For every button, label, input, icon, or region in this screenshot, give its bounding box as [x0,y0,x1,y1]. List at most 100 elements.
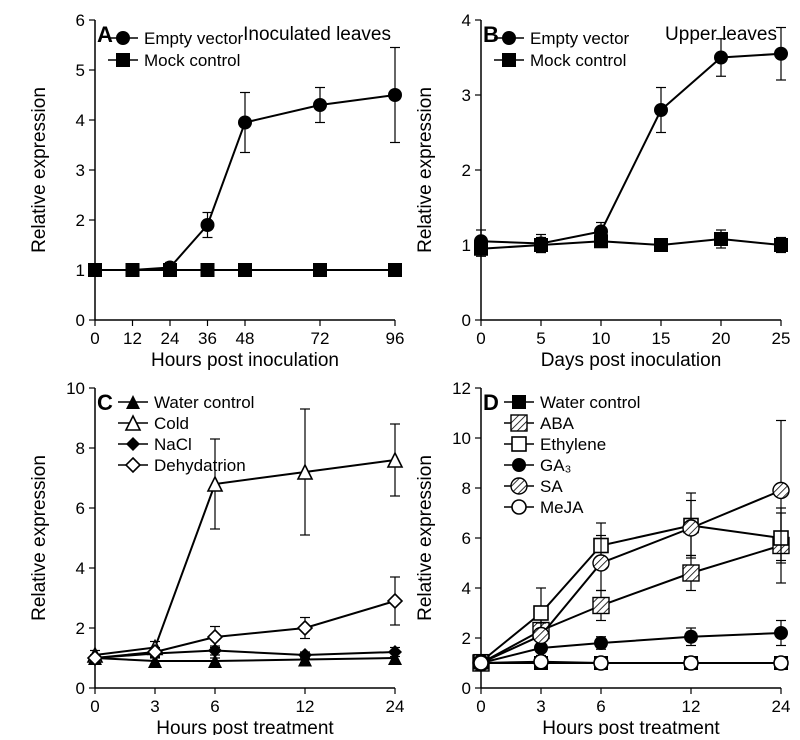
legend-label: Dehydatrion [154,456,246,475]
svg-text:Relative expression: Relative expression [29,87,50,253]
marker-circle-filled [714,51,728,65]
marker-square-filled [116,53,130,67]
marker-square-hatch [511,415,527,431]
svg-text:6: 6 [210,697,219,716]
legend-label: Water control [154,393,254,412]
panel-B: 012340510152025Days post inoculationRela… [415,11,790,371]
marker-circle-filled [684,630,698,644]
svg-text:Days post inoculation: Days post inoculation [541,350,722,371]
legend-label: MeJA [540,498,584,517]
series-empty-vector [88,48,402,278]
svg-text:5: 5 [536,329,545,348]
marker-circle-filled [594,636,608,650]
figure-svg: 01234560122436487296Hours post inoculati… [0,0,800,735]
marker-square-filled [126,263,140,277]
svg-text:C: C [97,390,113,415]
marker-circle-filled [388,88,402,102]
svg-text:Hours post treatment: Hours post treatment [156,718,334,735]
marker-circle-filled [654,103,668,117]
legend-label: SA [540,477,563,496]
figure: 01234560122436487296Hours post inoculati… [0,0,800,735]
series-meja [474,655,788,670]
svg-text:0: 0 [76,679,85,698]
svg-text:4: 4 [76,111,85,130]
svg-text:0: 0 [476,329,485,348]
marker-diamond-open [208,630,222,644]
svg-text:3: 3 [150,697,159,716]
marker-circle-filled [313,98,327,112]
svg-text:1: 1 [462,236,471,255]
legend-label: NaCl [154,435,192,454]
svg-text:48: 48 [236,329,255,348]
legend-label: Mock control [530,51,626,70]
svg-text:36: 36 [198,329,217,348]
legend-D: Water control ABA Ethylene GA₃ SA MeJA [504,393,640,517]
marker-circle-hatch [683,520,699,536]
marker-circle-open [534,655,548,669]
legend-label: GA₃ [540,456,572,475]
svg-text:4: 4 [462,11,471,30]
marker-square-filled [474,242,488,256]
legend-label: Mock control [144,51,240,70]
svg-text:Hours post inoculation: Hours post inoculation [151,350,339,371]
svg-text:3: 3 [76,161,85,180]
svg-text:12: 12 [123,329,142,348]
svg-text:D: D [483,390,499,415]
legend-label: ABA [540,414,575,433]
marker-circle-open [774,656,788,670]
marker-square-filled [388,263,402,277]
panel-D: 0246810120361224Hours post treatmentRela… [415,379,790,735]
svg-text:2: 2 [76,619,85,638]
svg-text:8: 8 [76,439,85,458]
svg-text:0: 0 [90,697,99,716]
svg-text:12: 12 [682,697,701,716]
marker-circle-filled [116,31,130,45]
svg-text:2: 2 [462,161,471,180]
legend-label: Ethylene [540,435,606,454]
svg-text:10: 10 [452,429,471,448]
legend-A: Empty vectorMock control [108,29,244,70]
svg-text:24: 24 [772,697,791,716]
legend-label: Cold [154,414,189,433]
svg-text:2: 2 [462,629,471,648]
svg-text:6: 6 [76,11,85,30]
svg-text:20: 20 [712,329,731,348]
marker-square-open [534,606,548,620]
marker-square-filled [163,263,177,277]
marker-circle-filled [774,626,788,640]
series-empty-vector [474,28,788,253]
svg-text:0: 0 [476,697,485,716]
marker-square-filled [774,238,788,252]
marker-square-filled [88,263,102,277]
marker-square-filled [512,395,526,409]
marker-square-hatch [683,565,699,581]
marker-diamond-filled [126,437,140,451]
panel-A: 01234560122436487296Hours post inoculati… [29,11,404,371]
svg-text:24: 24 [386,697,405,716]
series-sa [473,421,789,672]
svg-text:2: 2 [76,211,85,230]
svg-text:12: 12 [452,379,471,398]
marker-square-filled [594,234,608,248]
panel-C: 02468100361224Hours post treatmentRelati… [29,379,404,735]
marker-circle-filled [774,47,788,61]
marker-square-filled [313,263,327,277]
marker-square-filled [714,232,728,246]
legend-B: Empty vectorMock control [494,29,630,70]
series-mock-control [88,263,402,277]
legend-C: Water control Cold NaCl Dehydatrion [118,393,254,475]
svg-text:10: 10 [66,379,85,398]
marker-square-filled [654,238,668,252]
svg-text:Inoculated leaves: Inoculated leaves [243,24,391,45]
marker-circle-hatch [511,478,527,494]
marker-circle-filled [238,116,252,130]
legend-label: Water control [540,393,640,412]
svg-text:10: 10 [592,329,611,348]
marker-square-filled [502,53,516,67]
svg-text:3: 3 [462,86,471,105]
marker-circle-open [594,656,608,670]
svg-text:72: 72 [311,329,330,348]
svg-text:6: 6 [76,499,85,518]
svg-text:5: 5 [76,61,85,80]
marker-diamond-open [126,458,140,472]
